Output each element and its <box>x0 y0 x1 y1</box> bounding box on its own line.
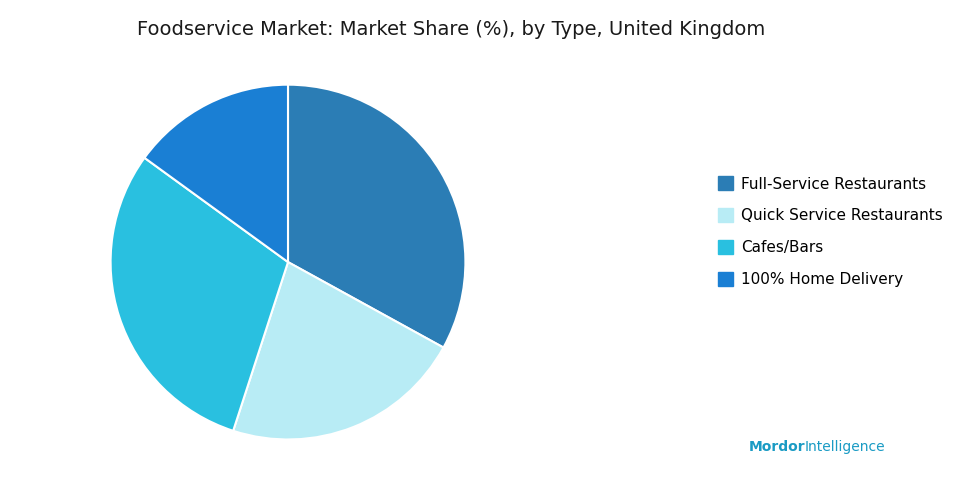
Text: Mordor: Mordor <box>749 439 805 454</box>
Wedge shape <box>288 85 466 348</box>
Text: Foodservice Market: Market Share (%), by Type, United Kingdom: Foodservice Market: Market Share (%), by… <box>137 20 765 39</box>
Wedge shape <box>144 85 288 262</box>
Text: Intelligence: Intelligence <box>804 439 885 454</box>
Wedge shape <box>233 262 444 439</box>
Wedge shape <box>110 158 288 431</box>
Legend: Full-Service Restaurants, Quick Service Restaurants, Cafes/Bars, 100% Home Deliv: Full-Service Restaurants, Quick Service … <box>718 176 943 287</box>
